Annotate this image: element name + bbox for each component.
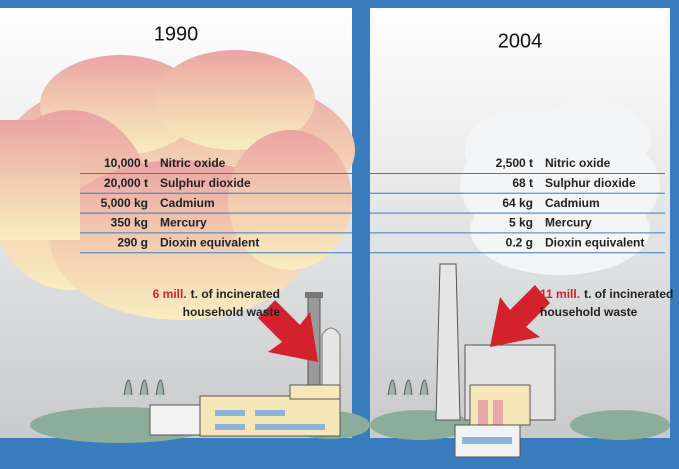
amount: 2,500 t <box>496 156 533 170</box>
substance: Cadmium <box>545 196 600 210</box>
amount: 0.2 g <box>506 235 533 249</box>
note-text: t. of incinerated <box>584 287 673 301</box>
amount: 68 t <box>512 176 533 190</box>
amount: 64 kg <box>502 196 533 210</box>
substance: Mercury <box>160 216 207 230</box>
substance: Mercury <box>545 216 592 230</box>
amount: 290 g <box>117 235 148 249</box>
note-text: t. of incinerated <box>191 287 280 301</box>
note-line: 11 mill. t. of incinerated <box>540 287 673 301</box>
amount: 20,000 t <box>104 176 148 190</box>
note-line2: household waste <box>540 305 638 319</box>
substance: Dioxin equivalent <box>160 235 259 249</box>
infographic: 1990 10,000 t Nitric oxide 20,000 t Sulphur … <box>0 0 679 469</box>
year: 1990 <box>154 23 199 45</box>
note-highlight: 6 mill. <box>153 287 187 301</box>
year: 2004 <box>498 30 543 52</box>
substance: Dioxin equivalent <box>545 235 644 249</box>
amount: 5,000 kg <box>101 196 148 210</box>
amount: 10,000 t <box>104 156 148 170</box>
note-line2: household waste <box>183 305 281 319</box>
amount: 350 kg <box>111 216 148 230</box>
substance: Nitric oxide <box>545 156 611 170</box>
substance: Nitric oxide <box>160 156 226 170</box>
note-highlight: 11 mill. <box>540 287 580 301</box>
substance: Sulphur dioxide <box>545 176 636 190</box>
substance: Sulphur dioxide <box>160 176 251 190</box>
substance: Cadmium <box>160 196 215 210</box>
note-line: 6 mill. t. of incinerated <box>153 287 280 301</box>
amount: 5 kg <box>509 216 533 230</box>
page: 1990 10,000 t Nitric oxide 20,000 t Sulphur … <box>0 0 679 469</box>
